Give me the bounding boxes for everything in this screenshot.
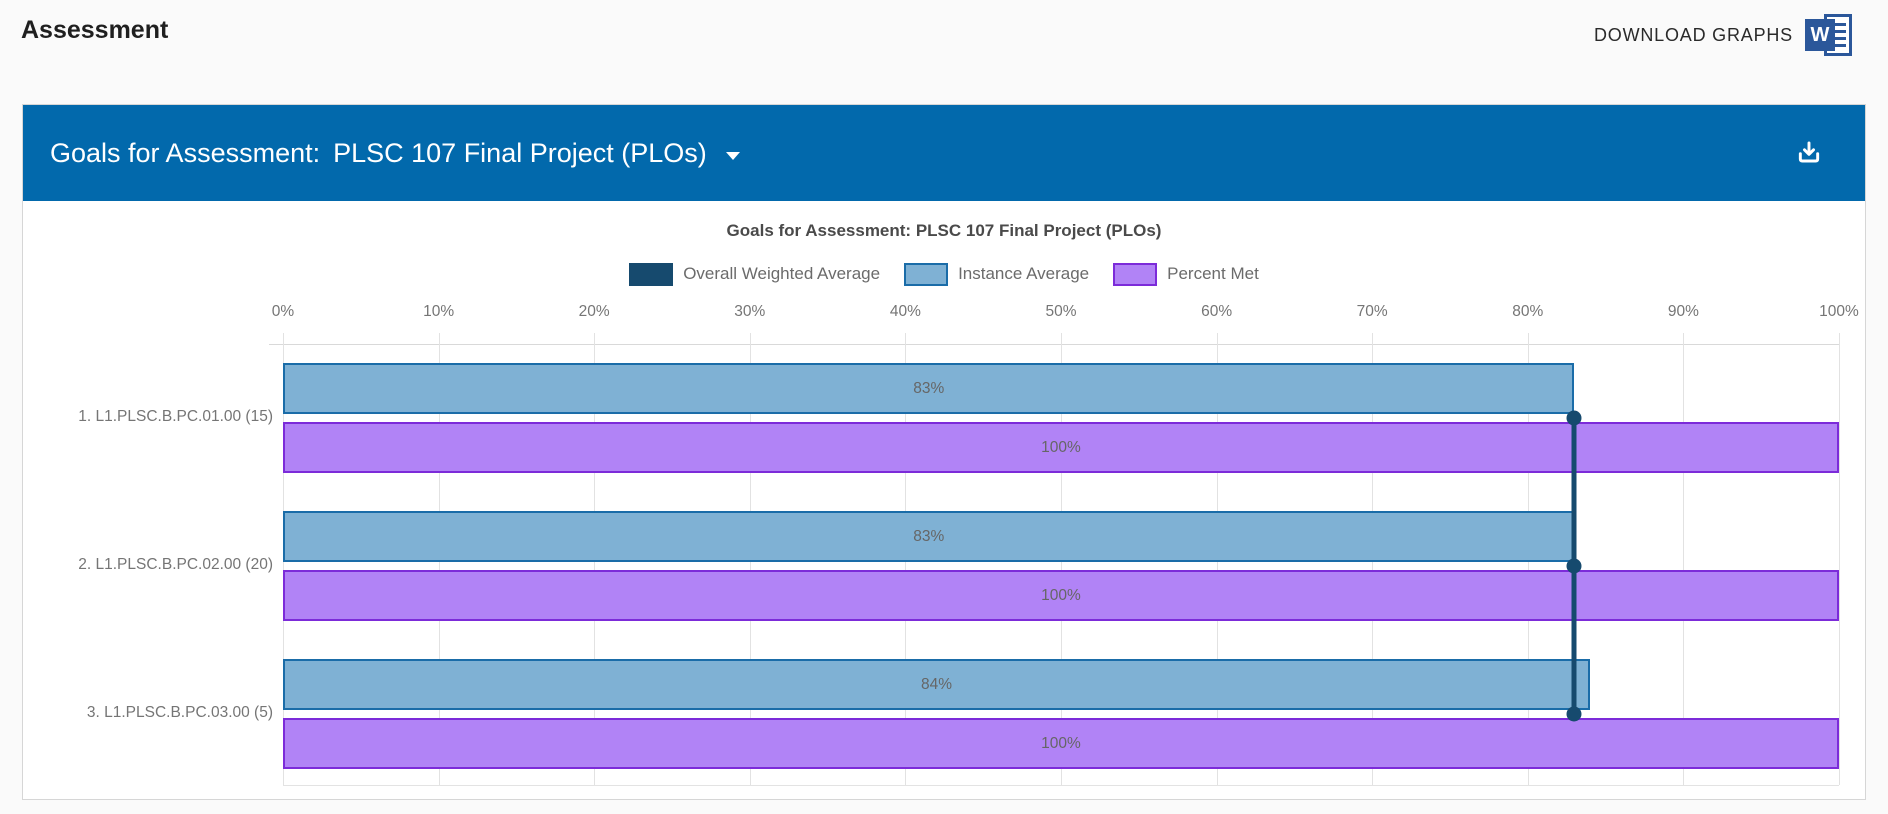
- word-w-badge: W: [1805, 19, 1835, 51]
- goals-for-assessment-panel: Goals for Assessment: PLSC 107 Final Pro…: [22, 104, 1866, 800]
- overall-weighted-average-marker[interactable]: [1566, 558, 1582, 574]
- x-axis-tick-label: 40%: [889, 303, 921, 320]
- category-label: 2. L1.PLSC.B.PC.02.00 (20): [78, 556, 273, 573]
- bar-value-label: 84%: [921, 675, 953, 693]
- chevron-down-icon: [725, 151, 740, 160]
- x-axis-tick-label: 0%: [271, 303, 295, 320]
- legend-item[interactable]: Instance Average: [904, 262, 1090, 286]
- panel-header-label: Goals for Assessment:: [50, 137, 321, 168]
- x-axis-tick-label: 30%: [734, 303, 766, 320]
- bar-instance-average[interactable]: 84%: [283, 659, 1591, 710]
- x-axis-tick-label: 20%: [578, 303, 610, 320]
- bar-instance-average[interactable]: 83%: [283, 511, 1575, 562]
- legend-item[interactable]: Overall Weighted Average: [629, 262, 881, 286]
- bar-percent-met[interactable]: 100%: [283, 570, 1839, 621]
- gridline: [1683, 333, 1685, 785]
- category-label: 3. L1.PLSC.B.PC.03.00 (5): [86, 704, 273, 721]
- x-axis: 0% 10% 20% 30% 40% 50% 60% 70% 80% 90% 100%: [272, 303, 1859, 325]
- top-bar: Assessment DOWNLOAD GRAPHS W: [0, 0, 1888, 104]
- plot-area: 83% 100% 83% 100% 84% 100%: [269, 333, 1840, 786]
- bar-percent-met[interactable]: 100%: [283, 718, 1839, 769]
- panel-header: Goals for Assessment: PLSC 107 Final Pro…: [23, 105, 1865, 201]
- chart-title: Goals for Assessment: PLSC 107 Final Pro…: [726, 221, 1162, 240]
- overall-weighted-average-marker[interactable]: [1566, 410, 1582, 426]
- legend-label: Overall Weighted Average: [683, 264, 881, 283]
- page-title: Assessment: [21, 16, 169, 44]
- bar-percent-met[interactable]: 100%: [283, 422, 1839, 473]
- legend-swatch: [1113, 262, 1158, 286]
- legend-swatch: [904, 262, 949, 286]
- download-chart-button[interactable]: [1789, 133, 1829, 173]
- bar-value-label: 83%: [913, 379, 945, 397]
- x-axis-tick-label: 100%: [1819, 303, 1859, 320]
- legend-label: Instance Average: [958, 264, 1090, 283]
- legend-label: Percent Met: [1167, 264, 1259, 283]
- chart-area: Goals for Assessment: PLSC 107 Final Pro…: [23, 201, 1865, 799]
- assessment-selector-dropdown[interactable]: PLSC 107 Final Project (PLOs): [333, 138, 740, 169]
- category-axis: 1. L1.PLSC.B.PC.01.00 (15) 2. L1.PLSC.B.P…: [23, 201, 273, 799]
- legend-item[interactable]: Percent Met: [1113, 262, 1259, 286]
- bar-value-label: 83%: [913, 527, 945, 545]
- download-graphs-button[interactable]: DOWNLOAD GRAPHS W: [1594, 10, 1852, 60]
- bar-value-label: 100%: [1041, 438, 1081, 456]
- download-graphs-label: DOWNLOAD GRAPHS: [1593, 24, 1793, 45]
- x-axis-tick-label: 90%: [1667, 303, 1699, 320]
- overall-weighted-average-marker[interactable]: [1566, 706, 1582, 722]
- selected-assessment-value: PLSC 107 Final Project (PLOs): [333, 137, 707, 168]
- bar-instance-average[interactable]: 83%: [283, 363, 1575, 414]
- x-axis-tick-label: 10%: [423, 303, 455, 320]
- legend-swatch: [629, 262, 674, 286]
- x-axis-tick-label: 50%: [1045, 303, 1077, 320]
- bar-value-label: 100%: [1041, 586, 1081, 604]
- x-axis-tick-label: 80%: [1512, 303, 1544, 320]
- x-axis-tick-label: 60%: [1201, 303, 1233, 320]
- download-tray-icon: [1798, 141, 1820, 163]
- x-axis-tick-label: 70%: [1356, 303, 1388, 320]
- gridline: [1839, 333, 1840, 785]
- bar-value-label: 100%: [1041, 734, 1081, 752]
- chart-legend: Overall Weighted Average Instance Average…: [23, 259, 1865, 289]
- category-label: 1. L1.PLSC.B.PC.01.00 (15): [78, 408, 273, 425]
- ms-word-file-icon: W: [1805, 13, 1852, 57]
